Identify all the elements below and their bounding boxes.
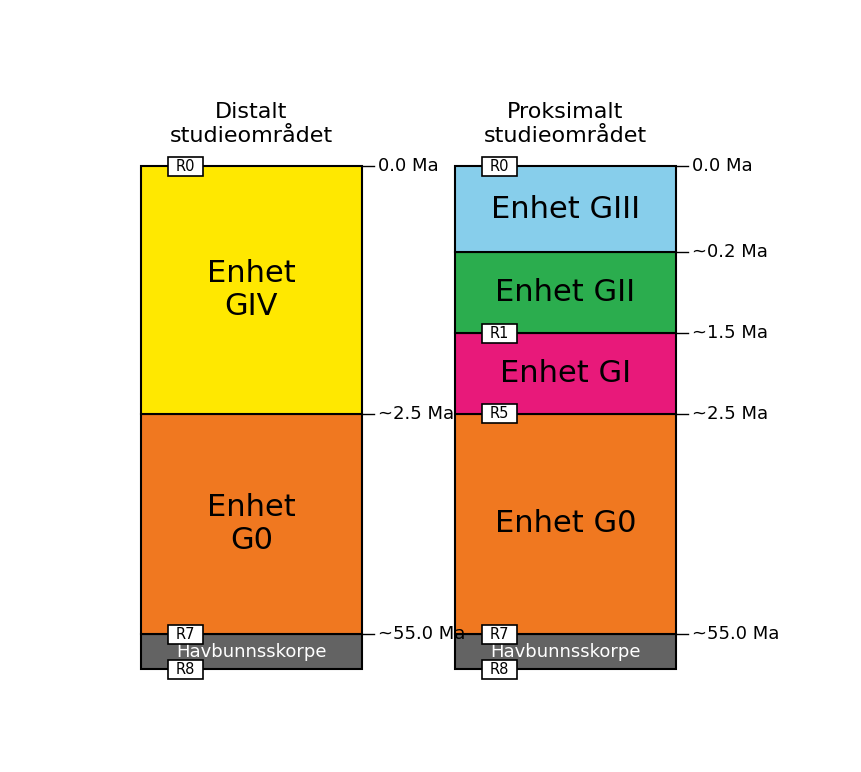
Text: Distalt
studieområdet: Distalt studieområdet xyxy=(170,102,332,147)
Text: R0: R0 xyxy=(489,159,508,174)
FancyBboxPatch shape xyxy=(481,405,516,423)
Text: Havbunnsskorpe: Havbunnsskorpe xyxy=(176,643,326,661)
FancyBboxPatch shape xyxy=(481,323,516,343)
Bar xyxy=(455,252,675,333)
Bar xyxy=(141,414,362,635)
Text: R8: R8 xyxy=(176,662,195,677)
Text: ~2.5 Ma: ~2.5 Ma xyxy=(691,405,767,423)
Text: Enhet
G0: Enhet G0 xyxy=(207,493,295,555)
Text: ~0.2 Ma: ~0.2 Ma xyxy=(691,243,767,261)
FancyBboxPatch shape xyxy=(481,157,516,176)
Text: R1: R1 xyxy=(489,326,508,340)
Bar xyxy=(455,333,675,414)
FancyBboxPatch shape xyxy=(168,660,202,679)
Text: Enhet GI: Enhet GI xyxy=(499,359,630,388)
Text: R5: R5 xyxy=(489,406,508,422)
Text: Enhet GIII: Enhet GIII xyxy=(490,195,639,224)
Bar xyxy=(141,166,362,414)
Text: 0.0 Ma: 0.0 Ma xyxy=(691,157,752,175)
Bar xyxy=(455,414,675,635)
FancyBboxPatch shape xyxy=(168,625,202,644)
Text: R7: R7 xyxy=(176,627,195,642)
Text: ~1.5 Ma: ~1.5 Ma xyxy=(691,324,767,342)
FancyBboxPatch shape xyxy=(168,157,202,176)
Text: ~2.5 Ma: ~2.5 Ma xyxy=(378,405,454,423)
Text: 0.0 Ma: 0.0 Ma xyxy=(378,157,438,175)
Text: Enhet G0: Enhet G0 xyxy=(494,510,635,539)
Text: Proksimalt
studieområdet: Proksimalt studieområdet xyxy=(483,102,646,147)
Text: Havbunnsskorpe: Havbunnsskorpe xyxy=(490,643,640,661)
FancyBboxPatch shape xyxy=(481,625,516,644)
Bar xyxy=(455,166,675,252)
Text: Enhet
GIV: Enhet GIV xyxy=(207,259,295,321)
Bar xyxy=(455,635,675,669)
Text: R7: R7 xyxy=(489,627,508,642)
FancyBboxPatch shape xyxy=(481,660,516,679)
Text: R0: R0 xyxy=(176,159,195,174)
Text: ~55.0 Ma: ~55.0 Ma xyxy=(378,625,465,643)
Text: R8: R8 xyxy=(489,662,508,677)
Text: Enhet GII: Enhet GII xyxy=(495,278,635,307)
Bar xyxy=(141,635,362,669)
Text: ~55.0 Ma: ~55.0 Ma xyxy=(691,625,778,643)
